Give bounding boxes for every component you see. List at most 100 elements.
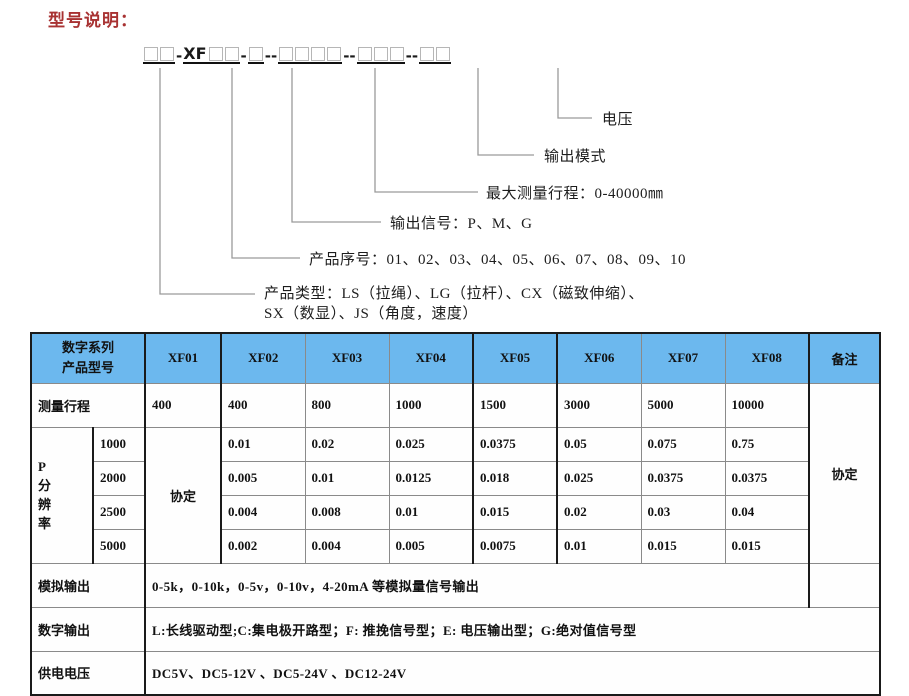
row-label-analog-output: 模拟输出 (29, 562, 146, 608)
header-cell-xf07: XF07 (640, 332, 726, 384)
cell-range-xf01: 400 (144, 382, 222, 428)
cell-res-2000-xf04: 0.0125 (388, 460, 474, 496)
leader-output-signal (291, 68, 381, 223)
table-row-supply-voltage: 供电电压 DC5V、DC5-12V 、DC5-24V 、DC12-24V (29, 650, 882, 696)
cell-res-1000-xf02: 0.01 (220, 426, 306, 462)
code-box (327, 46, 342, 61)
callout-product-no: 产品序号：01、02、03、04、05、06、07、08、09、10 (309, 252, 687, 268)
cell-res-1000-xf04: 0.025 (388, 426, 474, 462)
cell-remark-blank-analog (808, 562, 882, 608)
page-title: 型号说明： (48, 11, 138, 31)
cell-res-5000-xf03: 0.004 (304, 528, 390, 564)
cell-pulses-2500: 2500 (91, 494, 146, 530)
table-row-analog-output: 模拟输出 0-5k，0-10k，0-5v，0-10v，4-20mA 等模拟量信号… (29, 562, 882, 608)
code-box (248, 46, 263, 61)
cell-range-xf04: 1000 (388, 382, 474, 428)
leader-product-no (231, 68, 300, 259)
leader-voltage (557, 68, 592, 119)
callout-output-mode: 输出模式 (544, 149, 607, 165)
code-box (224, 46, 239, 61)
code-separator: - (240, 47, 247, 65)
table-row-measurement-range: 测量行程 400 400 800 1000 1500 3000 5000 100… (29, 382, 882, 564)
cell-range-xf03: 800 (304, 382, 390, 428)
code-box (279, 46, 294, 61)
header-cell-xf08: XF08 (724, 332, 810, 384)
code-box (373, 46, 388, 61)
code-separator: -- (343, 47, 356, 65)
cell-pulses-2000: 2000 (91, 460, 146, 496)
leader-product-type (159, 68, 255, 295)
callout-leader-lines (159, 68, 592, 295)
resolution-label-char-p: P (38, 458, 46, 474)
cell-range-xf07: 5000 (640, 382, 726, 428)
row-label-measurement-range: 测量行程 (29, 382, 146, 428)
code-box (160, 46, 174, 61)
header-cell-xf03: XF03 (304, 332, 390, 384)
code-separator: -- (264, 47, 278, 65)
cell-res-5000-xf05: 0.0075 (472, 528, 558, 564)
cell-digital-output-value: L:长线驱动型;C:集电极开路型；F: 推挽信号型；E: 电压输出型；G:绝对值… (144, 606, 882, 652)
row-label-digital-output: 数字输出 (29, 606, 146, 652)
cell-res-1000-xf06: 0.05 (556, 426, 642, 462)
header-cell-xf06: XF06 (556, 332, 642, 384)
code-segment-type (143, 41, 175, 64)
header-line2: 产品型号 (62, 360, 115, 376)
cell-res-5000-xf06: 0.01 (556, 528, 642, 564)
cell-res-5000-xf02: 0.002 (220, 528, 306, 564)
code-box (357, 46, 372, 61)
cell-range-xf02: 400 (220, 382, 306, 428)
row-label-resolution: P 分 辨 率 (30, 426, 94, 564)
callout-product-type: 产品类型：LS（拉绳）、LG（拉杆）、CX（磁致伸缩）、 SX（数显）、JS（角… (264, 286, 644, 322)
header-cell-xf02: XF02 (220, 332, 306, 384)
cell-res-2500-xf08: 0.04 (724, 494, 810, 530)
header-cell-xf01: XF01 (144, 332, 222, 384)
cell-res-5000-xf04: 0.005 (388, 528, 474, 564)
code-prefix-xf: XF (183, 43, 207, 63)
cell-range-xf05: 1500 (472, 382, 558, 428)
code-box (311, 46, 326, 61)
code-box (389, 46, 404, 61)
header-line1: 数字系列 (62, 340, 115, 356)
table-row-resolution-1000: P 分 辨 率 1000 协定 0.01 0.02 0.025 0.0375 0… (30, 426, 880, 564)
code-separator: - (176, 47, 183, 65)
cell-remark-value: 协定 (808, 382, 882, 564)
code-box (436, 46, 451, 61)
code-segment-voltage (419, 41, 452, 64)
code-segment-signal (247, 41, 264, 64)
cell-res-2500-xf06: 0.02 (556, 494, 642, 530)
cell-res-1000-xf07: 0.075 (640, 426, 726, 462)
resolution-label-char-bian: 辨 (38, 496, 52, 512)
cell-res-1000-xf05: 0.0375 (472, 426, 558, 462)
cell-res-2500-xf04: 0.01 (388, 494, 474, 530)
cell-res-2000-xf03: 0.01 (304, 460, 390, 496)
code-segment-range (278, 41, 343, 64)
code-segment-series: XF (183, 41, 240, 64)
table-header-row: 数字系列 产品型号 XF01 XF02 XF03 XF04 XF05 XF06 … (29, 332, 882, 384)
code-separator: -- (405, 47, 419, 65)
header-cell-remark: 备注 (808, 332, 882, 384)
cell-res-5000-xf07: 0.015 (640, 528, 726, 564)
cell-res-2500-xf03: 0.008 (304, 494, 390, 530)
table-row-digital-output: 数字输出 L:长线驱动型;C:集电极开路型；F: 推挽信号型；E: 电压输出型；… (29, 606, 882, 652)
cell-res-2000-xf05: 0.018 (472, 460, 558, 496)
leader-output-mode (477, 68, 534, 156)
code-box (144, 46, 158, 61)
cell-pulses-1000: 1000 (91, 426, 146, 462)
header-cell-series: 数字系列 产品型号 (29, 332, 146, 384)
code-box (420, 46, 435, 61)
callout-max-range: 最大测量行程：0-40000㎜ (486, 186, 664, 202)
cell-res-2000-xf07: 0.0375 (640, 460, 726, 496)
model-code-string: - XF - -- -- -- (143, 40, 452, 65)
cell-pulses-5000: 5000 (91, 528, 146, 564)
row-label-supply-voltage: 供电电压 (29, 650, 146, 696)
cell-analog-output-value: 0-5k，0-10k，0-5v，0-10v，4-20mA 等模拟量信号输出 (144, 562, 810, 608)
resolution-label-char-lv: 率 (38, 515, 52, 531)
cell-res-2000-xf06: 0.025 (556, 460, 642, 496)
cell-supply-voltage-value: DC5V、DC5-12V 、DC5-24V 、DC12-24V (144, 650, 882, 696)
code-box (208, 46, 223, 61)
cell-resolution-xf01: 协定 (144, 426, 222, 564)
header-cell-xf05: XF05 (472, 332, 558, 384)
callout-output-signal: 输出信号：P、M、G (390, 216, 533, 232)
header-cell-xf04: XF04 (388, 332, 474, 384)
cell-res-2500-xf05: 0.015 (472, 494, 558, 530)
